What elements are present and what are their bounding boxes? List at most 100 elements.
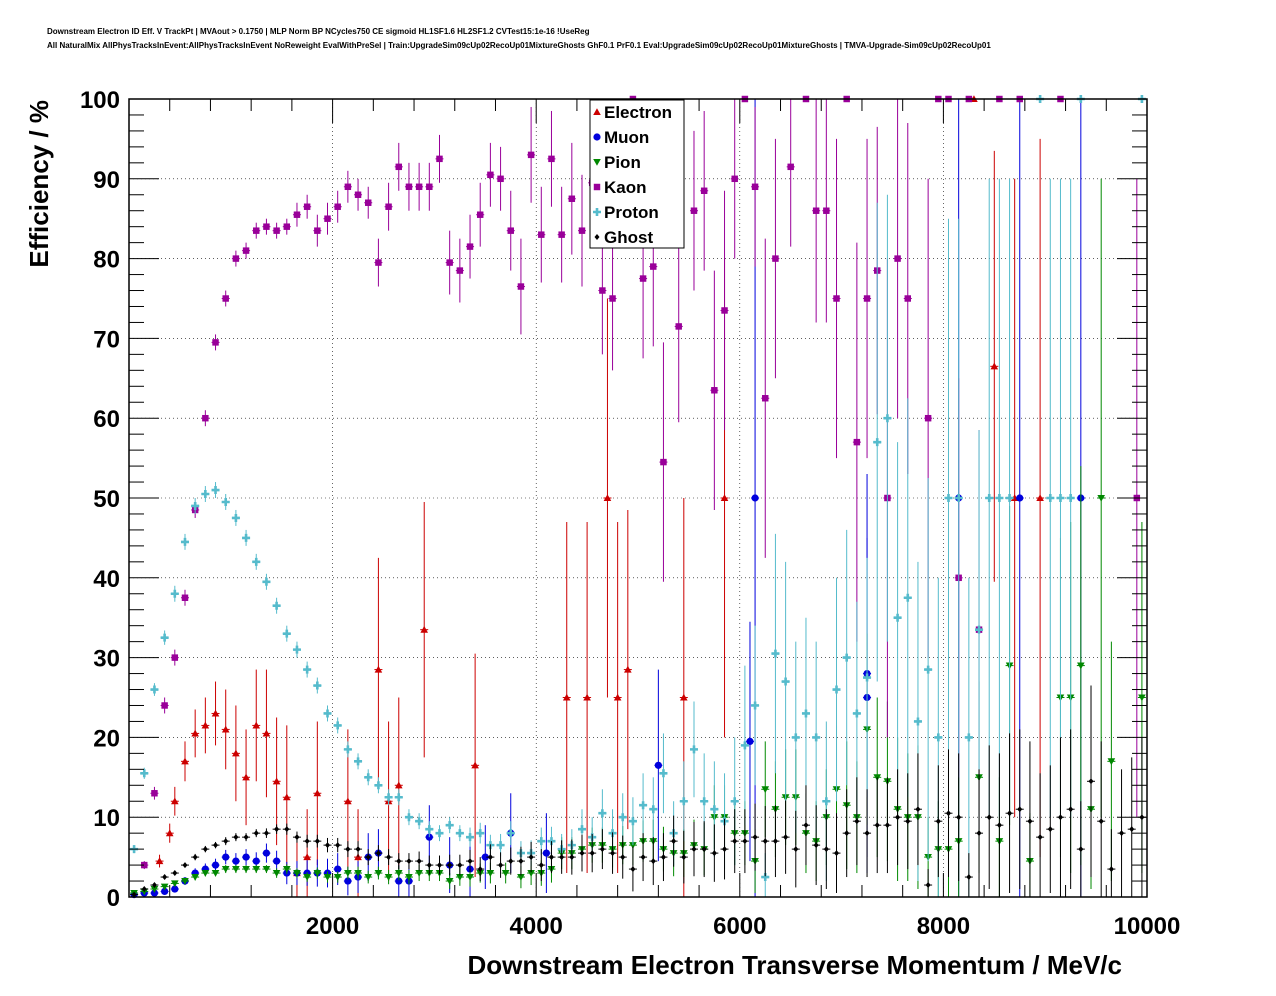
ghost-point [620,854,626,861]
proton-point [985,494,994,503]
y-tick-labels: 0 10 20 30 40 50 60 70 80 90 100 [80,87,120,912]
ghost-point [640,854,646,861]
y-tick-label: 10 [93,805,120,832]
kaon-point [436,155,443,163]
ghost-point [610,850,616,857]
kaon-point [675,323,682,330]
ghost-point [1027,818,1033,825]
ghost-point [263,830,269,837]
proton-point [211,486,220,495]
series-electron [155,95,1045,897]
kaon-point [151,790,158,797]
proton-point [649,805,658,814]
proton-point [771,649,780,658]
pion-point [486,870,495,877]
ghost-point [406,858,412,865]
ghost-point [671,838,677,845]
proton-point [404,813,413,822]
proton-point [822,797,831,806]
ghost-point [884,822,890,829]
proton-point [761,873,770,882]
pion-point [211,870,220,877]
ghost-point [834,850,840,857]
legend-label-electron: Electron [604,103,672,122]
pion-point [282,866,291,873]
proton-point [140,769,149,778]
kaon-point [273,227,280,234]
pion-point [629,842,637,849]
electron-point [232,749,240,757]
electron-point [583,693,591,701]
pion-point [501,870,510,877]
ghost-point [681,854,687,861]
series-ghost [130,685,1146,898]
y-tick-label: 40 [93,566,120,593]
legend-box [589,99,685,249]
kaon-point [731,175,738,183]
pion-point [354,870,362,877]
proton-point [231,513,240,522]
kaon-point [426,183,433,191]
electron-point [471,761,479,769]
electron-point [303,853,311,861]
y-axis-title: Efficiency / % [24,100,54,268]
ghost-point [335,842,341,849]
pion-point [1107,758,1116,766]
ghost-point [660,854,666,861]
legend-marker-proton [593,208,601,216]
kaon-point [476,211,484,218]
x-tick-label: 4000 [510,913,563,940]
electron-point [171,797,179,805]
ghost-point [864,830,870,837]
ghost-point [477,866,483,873]
kaon-point [660,458,667,466]
x-tick-label: 8000 [917,913,970,940]
ghost-point [467,858,473,865]
legend-marker-muon [593,133,601,141]
legend: Electron Muon Pion Kaon Proton Ghost [589,99,685,249]
proton-point [1046,494,1055,503]
proton-point [272,601,281,610]
kaon-point [395,163,402,171]
ghost-point [742,838,748,845]
kaon-point [303,203,311,210]
ghost-point [457,862,463,869]
ghost-point [986,814,992,821]
ghost-point [772,838,778,845]
legend-label-ghost: Ghost [604,228,653,247]
ghost-point [223,838,229,845]
proton-point [282,629,291,638]
ghost-point [213,842,219,849]
ghost-point [559,854,565,861]
kaon-point [344,183,352,191]
ghost-point [131,891,137,898]
proton-point [221,497,230,506]
ghost-point [386,854,392,861]
muon-point [751,494,759,502]
kaon-point [700,187,708,194]
ghost-point [1068,806,1074,813]
electron-point [720,494,729,502]
ghost-point [345,846,351,853]
muon-point [654,761,662,769]
proton-point [781,677,790,686]
electron-point [252,721,261,729]
ghost-point [905,818,911,825]
pion-point [1097,494,1105,502]
ghost-point [355,846,361,853]
y-tick-label: 0 [107,885,120,912]
ghost-point [874,822,880,829]
electron-point [282,793,291,801]
electron-point [165,829,174,837]
kaon-point [609,295,616,302]
ghost-point [895,814,901,821]
proton-point [628,817,637,826]
kaon-point [721,307,728,314]
pion-point [394,870,403,877]
muon-point [171,885,179,893]
kaon-point [751,183,759,191]
electron-point [394,781,403,789]
proton-point [842,653,851,662]
pion-point [333,874,342,881]
